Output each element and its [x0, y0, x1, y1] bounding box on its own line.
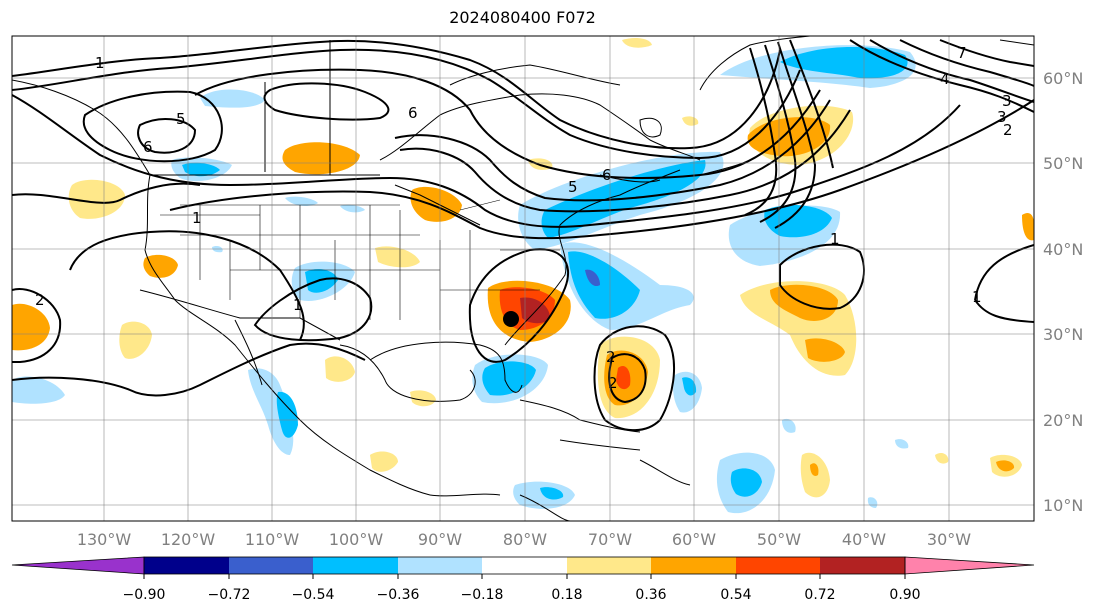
contour-label: 1 [293, 296, 303, 314]
contour-label: 1 [95, 54, 105, 72]
colorbar-segment [144, 557, 229, 574]
contour-label: 1 [972, 288, 982, 306]
lat-label: 30°N [1043, 325, 1083, 344]
lat-label: 60°N [1043, 69, 1083, 88]
contour-label: 3 [1002, 92, 1012, 110]
colorbar-tick-label: −0.54 [292, 587, 335, 603]
contour-label: 7 [957, 44, 967, 62]
colorbar-tick-label: 0.90 [889, 587, 920, 603]
colorbar-tick-label: 0.72 [804, 587, 835, 603]
contour-label: 6 [602, 166, 612, 184]
colorbar-tick-label: 0.18 [551, 587, 582, 603]
colorbar-segment [736, 557, 820, 574]
contour-label: 2 [606, 348, 616, 366]
lon-label: 40°W [842, 530, 886, 549]
lon-label: 30°W [927, 530, 971, 549]
lon-label: 70°W [588, 530, 632, 549]
lon-label: 60°W [672, 530, 716, 549]
contour-lines [12, 39, 1034, 432]
map-title: 2024080400 F072 [449, 8, 596, 27]
contour-label: 2 [35, 291, 45, 309]
lon-label: 130°W [77, 530, 132, 549]
contour-label-group: 1 1 1 1 1 2 2 2 2 3 3 4 5 5 6 6 6 7 [35, 44, 1013, 392]
shaded-anomalies [12, 37, 1034, 514]
lon-label: 90°W [418, 530, 462, 549]
state-borders [160, 199, 560, 330]
contour-label: 1 [830, 230, 840, 248]
lat-label: 40°N [1043, 240, 1083, 259]
colorbar: −0.90 −0.72 −0.54 −0.36 −0.18 0.18 0.36 … [11, 556, 1035, 603]
colorbar-segment [567, 557, 651, 574]
colorbar-segment [482, 557, 567, 574]
lon-label: 100°W [329, 530, 384, 549]
colorbar-max-arrow [904, 556, 1035, 575]
map-frame [11, 35, 1035, 522]
contour-label: 4 [940, 70, 950, 88]
colorbar-segment [398, 557, 482, 574]
map-area [12, 36, 1034, 521]
contour-label: 6 [408, 104, 418, 122]
lon-label: 120°W [161, 530, 216, 549]
lon-label: 110°W [245, 530, 300, 549]
colorbar-tick-label: 0.36 [635, 587, 666, 603]
colorbar-tick-label: −0.90 [123, 587, 166, 603]
colorbar-segment [313, 557, 398, 574]
colorbar-tick-label: −0.18 [461, 587, 504, 603]
contour-label: 2 [1003, 121, 1013, 139]
colorbar-segment [651, 557, 736, 574]
lon-label: 50°W [757, 530, 801, 549]
lon-axis-labels: 130°W 120°W 110°W 100°W 90°W 80°W 70°W 6… [77, 530, 971, 549]
contour-label: 1 [192, 209, 202, 227]
storm-center-marker [503, 311, 519, 327]
lat-label: 20°N [1043, 411, 1083, 430]
colorbar-tick-label: −0.72 [208, 587, 251, 603]
colorbar-segment [229, 557, 313, 574]
contour-label: 6 [143, 138, 153, 156]
colorbar-tick-label: −0.36 [377, 587, 420, 603]
colorbar-segment [820, 557, 905, 574]
contour-label: 5 [568, 178, 578, 196]
contour-label: 2 [608, 374, 618, 392]
lat-axis-labels: 60°N 50°N 40°N 30°N 20°N 10°N [1043, 69, 1083, 515]
colorbar-tick-label: 0.54 [720, 587, 751, 603]
contour-label: 5 [176, 110, 186, 128]
colorbar-min-arrow [11, 556, 145, 575]
lat-label: 50°N [1043, 154, 1083, 173]
contour-label: 3 [997, 108, 1007, 126]
graticule [12, 36, 1034, 521]
lon-label: 80°W [503, 530, 547, 549]
lat-label: 10°N [1043, 496, 1083, 515]
